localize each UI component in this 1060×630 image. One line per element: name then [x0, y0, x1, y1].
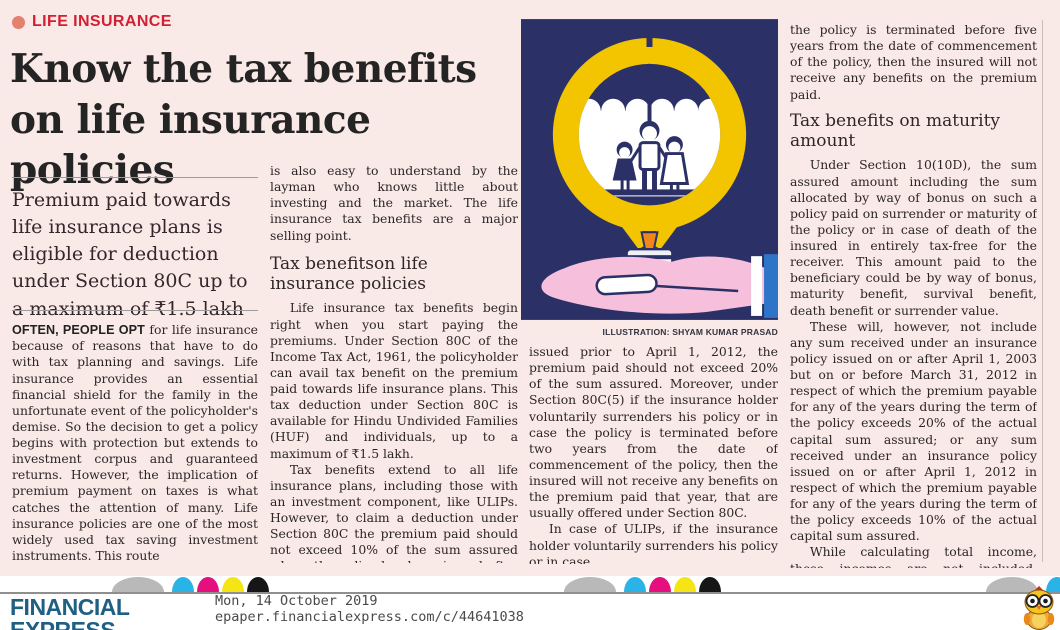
- body-column-1: OFTEN, PEOPLE OPT for life insurance bec…: [12, 322, 258, 562]
- section-subheading: Tax benefits on maturity amount: [790, 110, 1001, 152]
- family-lightbulb-illustration: [521, 19, 778, 320]
- lead-in-text: OFTEN, PEOPLE OPT: [12, 323, 145, 337]
- body-column-3: issued prior to April 1, 2012, the premi…: [529, 344, 778, 564]
- yellow-mark-icon: [674, 577, 696, 592]
- cyan-mark-icon: [1046, 577, 1060, 592]
- cyan-mark-icon: [624, 577, 646, 592]
- bullet-dot-icon: [12, 15, 25, 29]
- gray-mark-icon: [564, 577, 616, 592]
- magenta-mark-icon: [197, 577, 219, 592]
- edition-date: Mon, 14 October 2019: [215, 593, 378, 609]
- paragraph: issued prior to April 1, 2012, the premi…: [529, 344, 778, 521]
- headline-line-1: Know the tax benefits: [10, 46, 477, 92]
- financial-express-logo: FINANCIAL EXPRESS READ TO LEAD: [10, 596, 210, 630]
- paragraph: In case of ULIPs, if the insurance holde…: [529, 521, 778, 564]
- epaper-url: epaper.financialexpress.com/c/44641038: [215, 609, 524, 626]
- cyan-mark-icon: [172, 577, 194, 592]
- divider: [0, 592, 1060, 594]
- paragraph: Under Section 10(10D), the sum assured a…: [790, 157, 1037, 318]
- paragraph: is also easy to understand by the layman…: [270, 163, 518, 243]
- edition-meta: Mon, 14 October 2019 epaper.financialexp…: [215, 593, 524, 625]
- print-registration-marks: [0, 575, 1060, 592]
- owl-mascot-icon: [1023, 586, 1055, 630]
- section-kicker: LIFE INSURANCE: [12, 13, 172, 31]
- standfirst: Premium paid towards life insurance plan…: [12, 189, 248, 320]
- paragraph: Life insurance tax benefits begin right …: [270, 300, 518, 461]
- headline-line-2: on life insurance policies: [10, 96, 371, 194]
- article-headline: Know the tax benefits on life insurance …: [10, 44, 530, 196]
- section-subheading: Tax benefitson life insurance policies: [270, 253, 428, 295]
- body-column-4: the policy is terminated before five yea…: [790, 22, 1037, 568]
- illustration-credit: ILLUSTRATION: SHYAM KUMAR PRASAD: [602, 327, 778, 337]
- yellow-mark-icon: [222, 577, 244, 592]
- illustration-block: ILLUSTRATION: SHYAM KUMAR PRASAD: [521, 19, 778, 337]
- black-mark-icon: [699, 577, 721, 592]
- divider: [12, 310, 258, 311]
- black-mark-icon: [247, 577, 269, 592]
- paragraph: OFTEN, PEOPLE OPT for life insurance bec…: [12, 322, 258, 562]
- section-kicker-label: LIFE INSURANCE: [32, 13, 172, 30]
- magenta-mark-icon: [649, 577, 671, 592]
- paragraph: While calculating total income, these in…: [790, 544, 1037, 568]
- paragraph-text: for life insurance because of reasons th…: [12, 322, 258, 562]
- paragraph: These will, however, not include any sum…: [790, 318, 1037, 544]
- divider: [12, 177, 258, 178]
- article-page: LIFE INSURANCE Know the tax benefits on …: [0, 0, 1060, 576]
- paragraph: Tax benefits extend to all life insuranc…: [270, 461, 518, 563]
- brand-name: FINANCIAL EXPRESS: [10, 594, 130, 630]
- divider: [1042, 20, 1043, 562]
- body-column-2: is also easy to understand by the layman…: [270, 163, 518, 563]
- gray-mark-icon: [986, 577, 1038, 592]
- epaper-footer: FINANCIAL EXPRESS READ TO LEAD Mon, 14 O…: [0, 576, 1060, 630]
- gray-mark-icon: [112, 577, 164, 592]
- paragraph: the policy is terminated before five yea…: [790, 22, 1037, 102]
